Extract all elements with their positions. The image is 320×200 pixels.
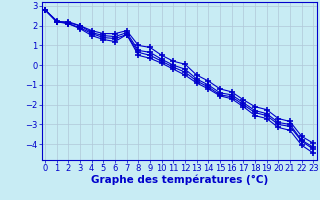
X-axis label: Graphe des températures (°C): Graphe des températures (°C) — [91, 175, 268, 185]
